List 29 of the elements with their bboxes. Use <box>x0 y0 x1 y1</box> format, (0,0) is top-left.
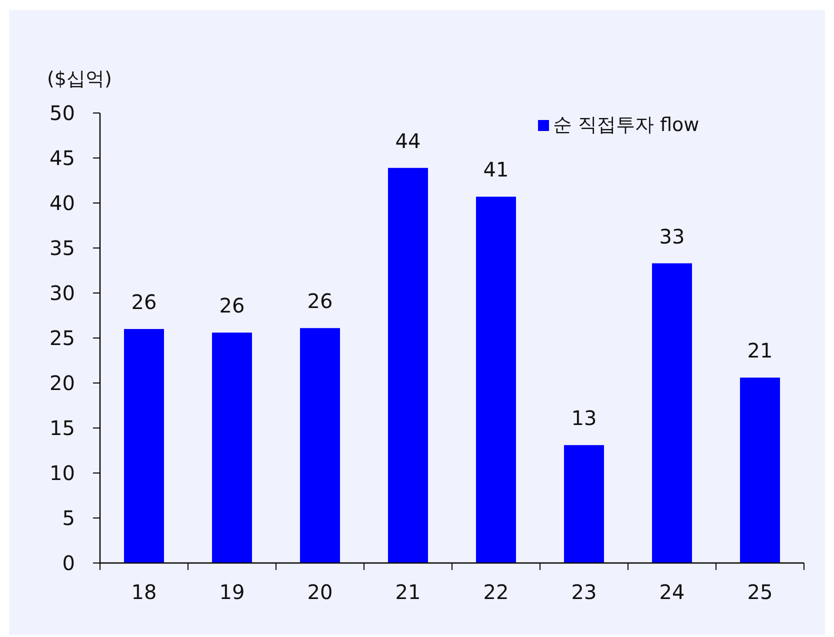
y-axis-title: ($십억) <box>47 68 112 90</box>
x-tick-label: 22 <box>483 580 509 604</box>
x-tick-label: 18 <box>131 580 157 604</box>
data-label: 41 <box>483 158 509 182</box>
y-tick-label: 40 <box>50 191 75 215</box>
y-tick-label: 20 <box>50 371 75 395</box>
y-tick-label: 10 <box>50 461 75 485</box>
data-label: 26 <box>131 290 157 314</box>
data-label: 21 <box>747 338 773 363</box>
x-tick-label: 20 <box>307 580 333 604</box>
y-tick-label: 35 <box>50 236 75 260</box>
y-tick-label: 0 <box>62 551 75 575</box>
data-label: 44 <box>395 128 421 153</box>
y-tick-label: 30 <box>50 281 75 305</box>
x-tick-label: 21 <box>395 580 421 604</box>
y-tick-label: 15 <box>50 416 75 440</box>
y-tick-label: 50 <box>50 101 75 125</box>
x-tick-label: 25 <box>747 580 773 604</box>
y-tick-label: 5 <box>62 506 75 530</box>
y-tick-label: 25 <box>50 326 75 350</box>
data-label: 13 <box>571 406 597 430</box>
data-label: 33 <box>659 224 685 248</box>
legend-label: 순 직접투자 flow <box>553 114 700 136</box>
x-tick-label: 24 <box>659 580 685 604</box>
data-label: 26 <box>219 294 245 318</box>
y-tick-label: 45 <box>50 146 75 170</box>
data-label: 26 <box>307 289 333 314</box>
x-tick-label: 23 <box>571 580 597 604</box>
x-tick-label: 19 <box>219 580 245 604</box>
